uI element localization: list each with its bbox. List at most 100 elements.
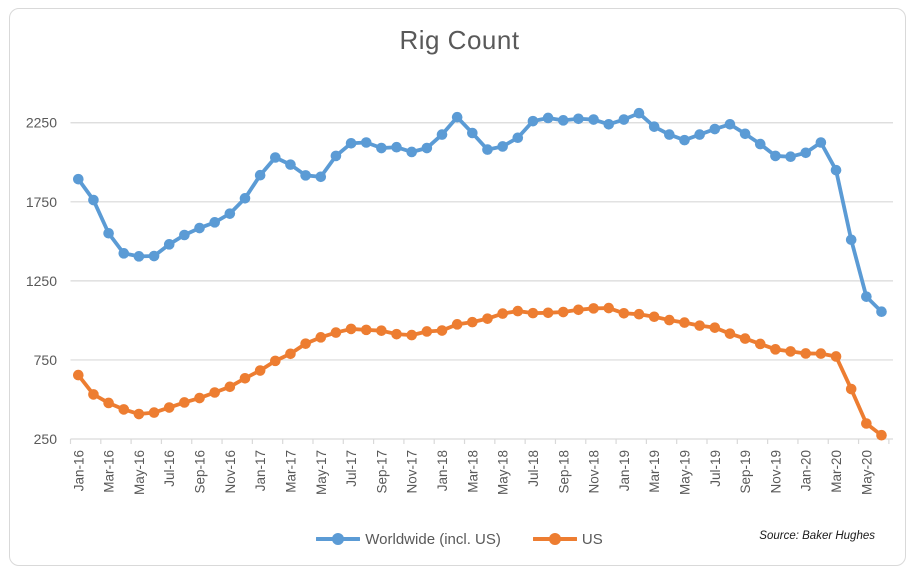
us-marker [406,329,418,341]
worldwide-marker [876,306,887,317]
us-marker [876,429,887,441]
worldwide-marker [648,121,660,132]
us-marker [633,308,645,320]
worldwide-marker [557,115,569,126]
x-axis-label: Nov-16 [223,450,238,494]
worldwide-marker [497,141,508,152]
x-axis-label: Sep-19 [738,450,753,494]
worldwide-marker [542,112,554,124]
worldwide-marker [315,171,327,183]
us-marker [285,348,296,360]
worldwide-marker [467,127,478,139]
worldwide-marker [224,208,236,219]
x-axis-label: Jul-16 [162,450,177,487]
worldwide-marker [618,114,630,125]
us-marker [542,307,554,319]
us-marker [88,389,99,400]
worldwide-marker [330,150,342,162]
us-marker [451,319,463,330]
x-axis-label: Sep-17 [374,450,389,494]
us-marker [664,314,675,326]
us-marker [179,397,190,408]
us-marker [754,338,766,350]
x-axis-label: Jul-18 [526,450,541,487]
y-axis-label: 2250 [26,115,57,131]
us-marker [345,323,357,335]
us-marker [694,320,705,331]
x-axis-label: Nov-18 [587,450,602,494]
x-axis-label: May-18 [496,450,511,495]
us-marker [118,404,130,415]
us-marker [148,407,160,418]
x-axis-label: Mar-18 [465,450,480,493]
worldwide-marker [830,164,842,176]
us-marker [770,344,781,355]
us-marker [679,317,690,328]
us-marker [360,324,372,336]
us-legend-swatch [532,533,577,545]
worldwide-marker [73,173,84,185]
us-marker [103,397,114,409]
source-note: Source: Baker Hughes [759,530,875,542]
worldwide-marker [285,159,296,170]
us-marker [467,316,478,328]
us-marker [315,332,327,343]
legend-item-us: US [532,530,603,548]
legend-label-us: US [581,530,603,548]
worldwide-marker [239,193,251,204]
chart-title: Rig Count [399,25,520,55]
legend: Worldwide (incl. US) US [0,527,919,551]
worldwide-marker [360,137,372,148]
legend-item-worldwide: Worldwide (incl. US) [316,531,501,548]
worldwide-marker [209,217,220,228]
worldwide-marker [391,141,402,153]
us-marker [800,348,812,359]
us-marker [830,351,842,362]
us-marker [421,326,433,337]
worldwide-legend-swatch [316,533,361,545]
x-axis-label: May-19 [678,450,693,495]
x-axis-label: Mar-19 [647,450,662,493]
us-marker [724,328,736,339]
worldwide-marker [436,129,448,140]
x-axis-label: Jan-16 [71,450,86,491]
chart-frame [9,8,906,566]
worldwide-marker [694,129,705,140]
us-marker [527,307,539,319]
worldwide-marker [451,111,463,123]
worldwide-marker [815,137,827,148]
worldwide-marker [118,248,130,259]
worldwide-marker [345,137,357,149]
x-axis-label: Nov-19 [768,450,783,494]
x-axis-label: May-16 [132,450,147,495]
worldwide-marker [633,107,645,119]
us-marker [618,307,630,319]
worldwide-marker [103,227,114,239]
us-marker [391,328,402,340]
y-axis-label: 1750 [26,194,57,210]
worldwide-marker [770,150,781,162]
x-axis-label: Nov-17 [405,450,420,494]
x-axis-label: Jan-19 [617,450,632,491]
us-marker [845,383,857,395]
worldwide-marker [254,169,266,181]
worldwide-marker [573,113,584,125]
worldwide-marker [163,239,175,250]
x-axis-label: Mar-17 [283,450,298,493]
us-marker [861,418,872,429]
worldwide-marker [800,147,812,159]
us-marker [376,325,387,336]
worldwide-marker [300,170,311,181]
worldwide-marker [709,123,721,135]
y-axis-label: 250 [34,431,58,447]
us-marker [739,333,751,344]
us-marker [73,369,84,381]
worldwide-marker [421,142,433,154]
worldwide-marker [664,129,675,140]
worldwide-marker [754,138,766,150]
us-marker [330,327,342,338]
worldwide-marker [133,251,145,262]
us-marker [224,381,236,393]
legend-label-worldwide: Worldwide (incl. US) [365,530,501,548]
x-axis-label: Mar-20 [829,450,844,493]
